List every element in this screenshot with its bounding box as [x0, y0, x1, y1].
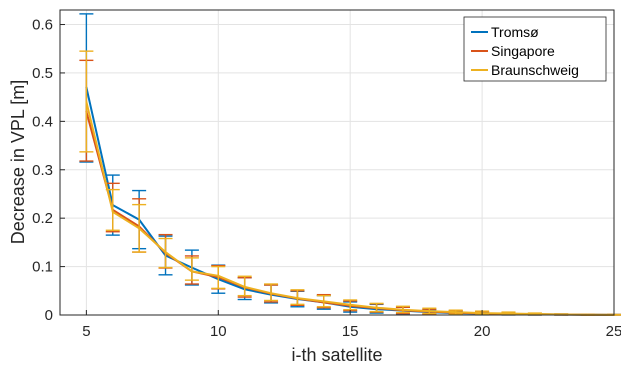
data-point [111, 210, 114, 213]
legend-label-tromso: Tromsø [491, 24, 539, 40]
y-tick-label: 0.1 [32, 259, 53, 276]
axis-ticks: 5 10 15 20 25 0 0.1 0.2 0.3 0.4 0.5 0.6 [32, 17, 621, 340]
error-bar [184, 257, 199, 281]
y-tick-label: 0.3 [32, 162, 53, 179]
data-point [164, 251, 167, 254]
data-point [375, 306, 378, 309]
legend: Tromsø Singapore Braunschweig [463, 16, 607, 82]
y-tick-label: 0 [45, 307, 53, 324]
data-point [401, 308, 404, 311]
data-point [243, 285, 246, 288]
data-point [138, 227, 141, 230]
x-axis-title: i-th satellite [291, 345, 382, 365]
legend-label-singapore: Singapore [491, 43, 555, 59]
series-layer [79, 13, 621, 316]
data-point [296, 297, 299, 300]
series-braunschweig [79, 50, 621, 316]
data-point [454, 311, 457, 314]
y-tick-label: 0.4 [32, 113, 53, 130]
data-point [428, 310, 431, 313]
legend-label-braunschweig: Braunschweig [491, 62, 579, 78]
y-tick-label: 0.2 [32, 210, 53, 227]
x-tick-label: 20 [474, 323, 491, 340]
data-point [507, 312, 510, 315]
plot-frame [59, 9, 615, 316]
x-tick-label: 5 [82, 323, 90, 340]
x-tick-label: 15 [342, 323, 359, 340]
x-tick-label: 25 [606, 323, 621, 340]
data-point [190, 270, 193, 273]
data-point [270, 292, 273, 295]
error-bar [211, 265, 226, 290]
data-point [322, 300, 325, 303]
x-tick-label: 10 [210, 323, 227, 340]
y-axis-title: Decrease in VPL [m] [8, 80, 28, 244]
data-point [349, 303, 352, 306]
data-point [85, 100, 88, 103]
y-tick-label: 0.5 [32, 65, 53, 82]
data-point [217, 274, 220, 277]
y-tick-label: 0.6 [32, 17, 53, 34]
